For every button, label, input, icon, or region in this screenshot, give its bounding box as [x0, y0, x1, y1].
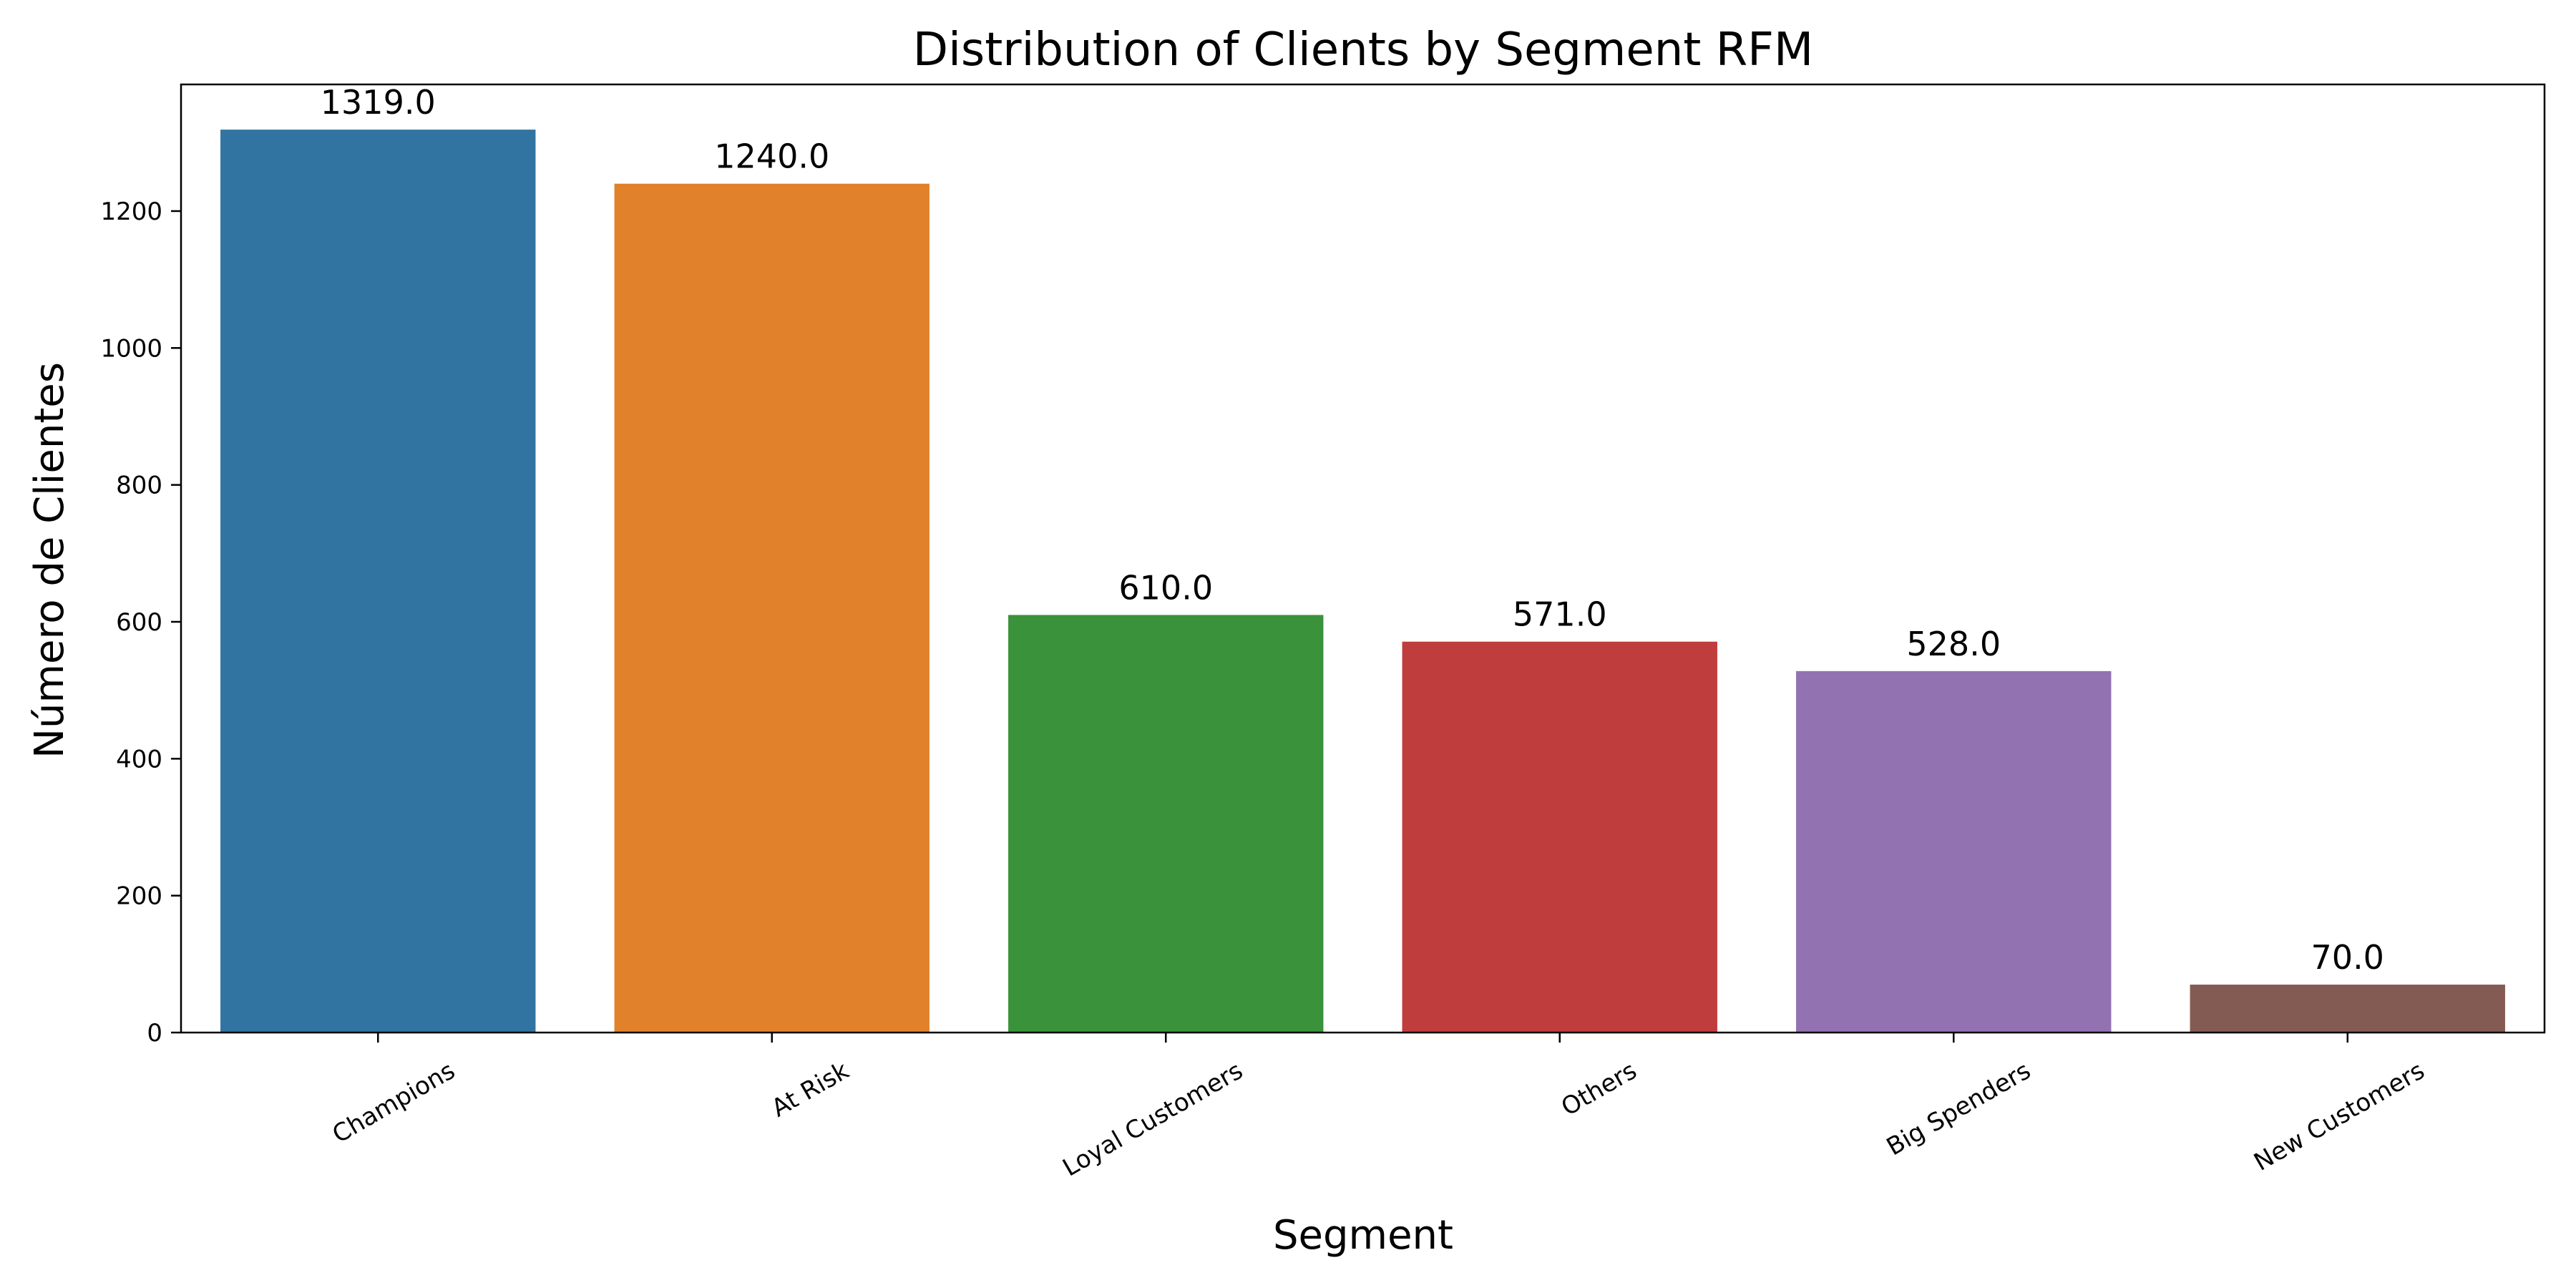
y-tick-label: 600 — [116, 608, 162, 637]
data-label: 1319.0 — [321, 83, 436, 122]
chart-title: Distribution of Clients by Segment RFM — [913, 24, 1813, 77]
x-tick-label: Others — [1556, 1056, 1641, 1122]
data-label: 1240.0 — [714, 137, 829, 176]
data-label: 571.0 — [1513, 595, 1607, 634]
x-tick-label: Loyal Customers — [1058, 1056, 1247, 1182]
bar-at-risk — [614, 183, 930, 1033]
y-tick-label: 200 — [116, 882, 162, 911]
bars-layer: 1319.0 1240.0 610.0 571.0 528.0 70.0 — [220, 83, 2505, 1033]
bar-champions — [220, 130, 536, 1033]
y-tick-label: 800 — [116, 472, 162, 500]
data-label: 70.0 — [2311, 938, 2384, 977]
bar-new-customers — [2190, 985, 2505, 1033]
y-tick-label: 1000 — [100, 334, 162, 363]
y-axis: 0 200 400 600 800 1000 1200 — [100, 197, 181, 1048]
bar-big-spenders — [1796, 670, 2112, 1033]
y-tick-label: 1200 — [100, 197, 162, 226]
x-tick-label: At Risk — [767, 1056, 854, 1123]
bar-others — [1402, 641, 1717, 1033]
data-label: 528.0 — [1906, 625, 2001, 663]
x-axis-title: Segment — [1273, 1212, 1453, 1259]
y-tick-label: 0 — [147, 1019, 162, 1048]
bar-loyal-customers — [1008, 615, 1324, 1033]
y-tick-label: 400 — [116, 745, 162, 774]
x-tick-label: Big Spenders — [1882, 1056, 2036, 1161]
data-label: 610.0 — [1118, 568, 1213, 607]
x-tick-label: Champions — [328, 1056, 460, 1149]
y-axis-title: Número de Clientes — [26, 362, 73, 758]
x-axis: Champions At Risk Loyal Customers Others Big… — [328, 1033, 2429, 1182]
x-tick-label: New Customers — [2249, 1056, 2429, 1177]
plot-frame — [180, 83, 2546, 1034]
